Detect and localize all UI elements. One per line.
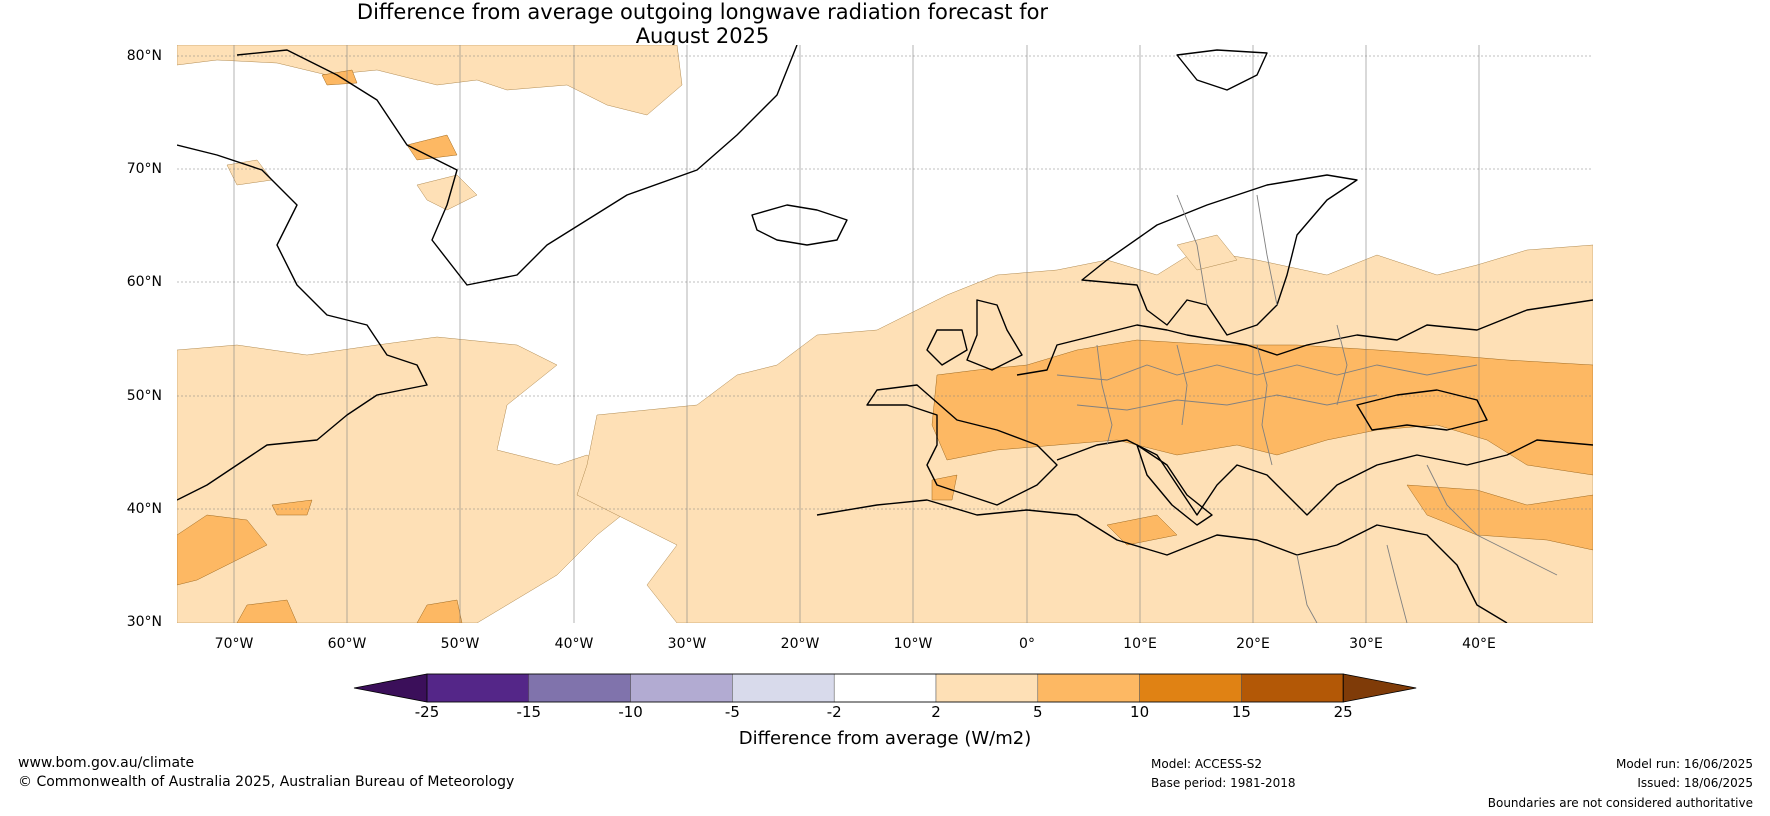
lat-label-60n: 60°N <box>126 274 162 290</box>
title-line-2: August 2025 <box>635 24 770 48</box>
lon-label-0: 0° <box>1019 636 1035 652</box>
colorbar-segment <box>833 673 937 703</box>
colorbar-segment <box>935 673 1039 703</box>
north-america-coast <box>177 144 428 501</box>
lon-label-20e: 20°E <box>1236 636 1270 652</box>
lat-label-50n: 50°N <box>126 388 162 404</box>
colorbar-tick-label: -5 <box>724 703 740 721</box>
iberia-coast <box>866 384 1058 506</box>
copyright-text: © Commonwealth of Australia 2025, Austra… <box>18 774 515 790</box>
colorbar-label: Difference from average (W/m2) <box>738 728 1032 749</box>
colorbar-segment <box>1037 673 1140 703</box>
greenland-coast <box>236 45 798 286</box>
website-link[interactable]: www.bom.gov.au/climate <box>18 755 195 771</box>
lon-label-50w: 50°W <box>440 636 480 652</box>
model-run-text: Model run: 16/06/2025 <box>1615 757 1753 771</box>
ireland-coast <box>926 329 968 366</box>
black-sea-coast <box>1356 389 1488 431</box>
lon-label-10w: 10°W <box>893 636 933 652</box>
map-title: Difference from average outgoing longwav… <box>0 0 1405 48</box>
colorbar <box>353 673 1417 703</box>
anomaly-light-orange <box>177 45 1593 623</box>
scandinavia-coast <box>1081 174 1358 336</box>
lon-label-60w: 60°W <box>327 636 367 652</box>
issued-text: Issued: 18/06/2025 <box>1637 776 1753 790</box>
colorbar-segment <box>528 673 631 703</box>
colorbar-tick-label: 5 <box>1033 703 1043 721</box>
colorbar-tick-label: 15 <box>1231 703 1251 721</box>
lat-label-70n: 70°N <box>126 161 162 177</box>
model-text: Model: ACCESS-S2 <box>1151 757 1263 771</box>
colorbar-tick-label: 2 <box>931 703 941 721</box>
levant-coast <box>1336 524 1508 623</box>
title-line-1: Difference from average outgoing longwav… <box>356 0 1049 24</box>
base-period-text: Base period: 1981-2018 <box>1151 776 1296 790</box>
colorbar-tick-label: -2 <box>826 703 842 721</box>
anomaly-medium-orange <box>177 69 1593 623</box>
lon-label-30e: 30°E <box>1349 636 1383 652</box>
colorbar-tick-label: -15 <box>516 703 542 721</box>
lon-label-20w: 20°W <box>780 636 820 652</box>
italy-coast <box>1136 444 1213 526</box>
lat-label-80n: 80°N <box>126 48 162 64</box>
british-isles-coast <box>966 299 1023 371</box>
forecast-map <box>177 45 1593 623</box>
lat-label-30n: 30°N <box>126 614 162 630</box>
country-borders <box>1056 194 1558 623</box>
lon-label-10e: 10°E <box>1123 636 1157 652</box>
colorbar-segment <box>1139 673 1242 703</box>
svalbard-coast <box>1176 49 1268 91</box>
disclaimer-text: Boundaries are not considered authoritat… <box>1487 796 1753 810</box>
western-europe-coast <box>1016 299 1593 376</box>
colorbar-segment <box>732 673 835 703</box>
lon-label-70w: 70°W <box>214 636 254 652</box>
colorbar-outline <box>426 673 1344 703</box>
lon-label-30w: 30°W <box>667 636 707 652</box>
coastlines <box>177 45 1593 623</box>
lon-label-40w: 40°W <box>554 636 594 652</box>
iceland-coast <box>751 204 848 246</box>
colorbar-tick-label: -10 <box>618 703 643 721</box>
mediterranean-north-coast <box>1056 439 1593 516</box>
lat-label-40n: 40°N <box>126 501 162 517</box>
colorbar-tick-label: 10 <box>1130 703 1150 721</box>
colorbar-tick-label: 25 <box>1333 703 1353 721</box>
colorbar-segment <box>426 673 530 703</box>
colorbar-segment <box>1241 673 1344 703</box>
north-africa-coast <box>816 499 1338 556</box>
colorbar-tick-label: -25 <box>414 703 440 721</box>
map-canvas <box>177 45 1593 623</box>
map-gridlines <box>177 45 1593 623</box>
colorbar-extend-low <box>353 673 428 703</box>
colorbar-segment <box>630 673 733 703</box>
lon-label-40e: 40°E <box>1462 636 1496 652</box>
colorbar-extend-high <box>1342 673 1417 703</box>
